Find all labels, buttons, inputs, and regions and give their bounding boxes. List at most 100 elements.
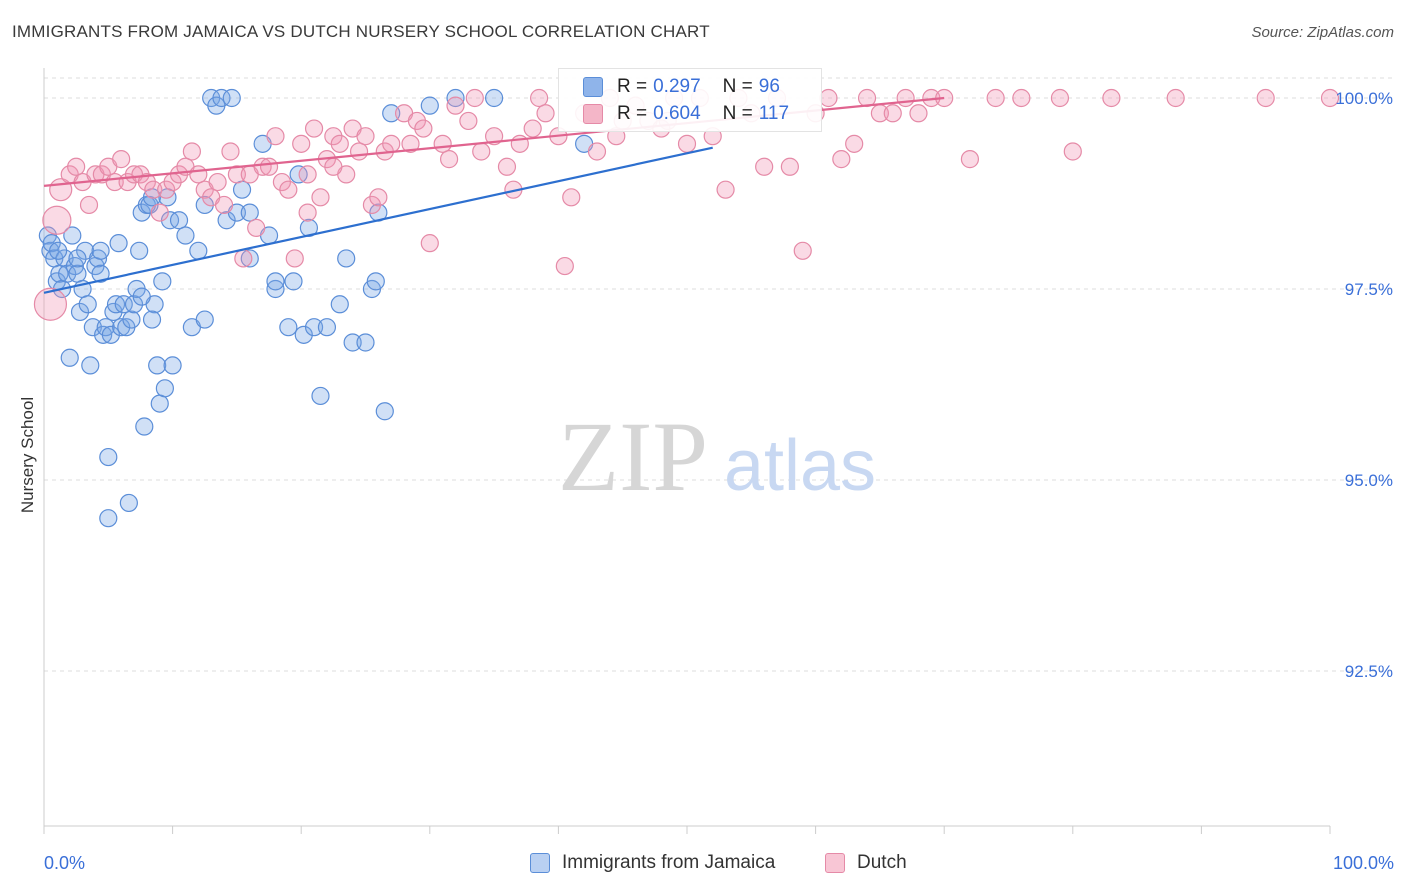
- jamaica-point: [176, 226, 195, 245]
- dutch-point: [362, 195, 382, 215]
- dutch-point: [150, 203, 169, 222]
- jamaica-point: [83, 318, 102, 337]
- dutch-point: [459, 111, 478, 131]
- dutch-point: [819, 88, 838, 108]
- stats-legend: R = 0.297 N = 96 R = 0.604 N = 117: [558, 68, 822, 132]
- dutch-point: [137, 172, 156, 192]
- jamaica-point: [304, 318, 324, 337]
- x-tick-label-start: 0.0%: [44, 853, 85, 873]
- dutch-point: [1012, 88, 1031, 108]
- jamaica-point: [99, 447, 118, 467]
- legend-label: Immigrants from Jamaica: [562, 852, 776, 873]
- watermark-zip: ZIP: [558, 401, 708, 512]
- dutch-point: [189, 165, 208, 184]
- n-label: N =: [722, 103, 753, 124]
- jamaica-point: [212, 88, 231, 108]
- r-label: R =: [617, 103, 648, 124]
- jamaica-point: [232, 180, 252, 199]
- dutch-point: [523, 119, 542, 138]
- jamaica-point: [266, 272, 285, 291]
- n-label: N =: [722, 76, 753, 97]
- dutch-point: [144, 180, 163, 199]
- jamaica-point: [266, 279, 285, 299]
- dutch-point: [330, 134, 349, 153]
- dutch-point: [401, 134, 420, 153]
- jamaica-point: [70, 302, 90, 322]
- legend-label: Dutch: [857, 852, 907, 873]
- jamaica-point: [122, 310, 141, 329]
- jamaica-point: [101, 325, 120, 344]
- jamaica-point: [148, 356, 167, 375]
- dutch-point: [324, 157, 343, 176]
- jamaica-point: [294, 325, 313, 344]
- stats-row-jamaica: R = 0.297 N = 96: [583, 73, 780, 101]
- stats-row-dutch: R = 0.604 N = 117: [583, 100, 789, 128]
- jamaica-point: [68, 249, 87, 268]
- jamaica-point: [58, 264, 77, 283]
- dutch-point: [896, 88, 915, 108]
- x-tick-label-end: 100.0%: [1333, 853, 1394, 873]
- dutch-point: [33, 287, 68, 321]
- legend-item-jamaica[interactable]: Immigrants from Jamaica: [530, 852, 775, 874]
- dutch-point: [677, 134, 697, 153]
- dutch-point: [221, 142, 240, 161]
- axes: [43, 68, 1331, 834]
- chart-title: IMMIGRANTS FROM JAMAICA VS DUTCH NURSERY…: [12, 22, 710, 41]
- dutch-point: [909, 104, 928, 123]
- dutch-point: [1166, 88, 1185, 108]
- jamaica-point: [446, 88, 465, 108]
- dutch-point: [755, 157, 774, 176]
- jamaica-point: [311, 386, 330, 406]
- dutch-point: [407, 111, 427, 131]
- dutch-point: [883, 104, 902, 123]
- dutch-point: [780, 157, 799, 176]
- jamaica-point: [485, 88, 504, 108]
- jamaica-point: [150, 394, 169, 413]
- jamaica-point: [112, 318, 131, 337]
- watermark: ZIP atlas: [558, 401, 876, 512]
- y-tick-label: 97.5%: [1345, 280, 1393, 299]
- dutch-point: [587, 142, 607, 161]
- jamaica-point: [91, 264, 110, 283]
- dutch-point: [259, 157, 279, 176]
- dutch-point: [304, 119, 324, 138]
- dutch-point: [234, 249, 253, 268]
- jamaica-point: [60, 348, 79, 367]
- y-tick-label: 92.5%: [1345, 662, 1393, 681]
- dutch-point: [555, 256, 574, 276]
- dutch-point: [986, 88, 1005, 108]
- jamaica-point: [91, 241, 110, 260]
- jamaica-point: [366, 272, 385, 291]
- jamaica-legend-swatch: [530, 853, 550, 873]
- jamaica-point: [337, 249, 356, 268]
- dutch-point: [832, 150, 851, 169]
- dutch-point: [1320, 88, 1340, 108]
- dutch-point: [446, 96, 465, 115]
- jamaica-point: [109, 234, 128, 253]
- dutch-legend-swatch: [825, 853, 845, 873]
- dutch-point: [298, 165, 317, 184]
- n-value: 96: [758, 76, 780, 97]
- jamaica-point: [68, 264, 87, 283]
- dutch-point: [439, 150, 459, 169]
- r-value: 0.297: [653, 76, 701, 97]
- dutch-point: [530, 88, 549, 108]
- dutch-point: [182, 142, 201, 161]
- y-tick-label: 95.0%: [1345, 471, 1393, 490]
- dutch-point: [272, 172, 292, 192]
- series-legend: Immigrants from Jamaica Dutch: [0, 852, 1406, 878]
- jamaica-point: [222, 88, 241, 108]
- dutch-point: [465, 88, 484, 108]
- dutch-point: [79, 195, 99, 215]
- jamaica-point: [330, 295, 349, 314]
- dutch-point: [536, 104, 555, 123]
- legend-item-dutch[interactable]: Dutch: [825, 852, 907, 874]
- dutch-point: [369, 188, 388, 207]
- jamaica-point: [240, 249, 259, 268]
- jamaica-point: [375, 402, 394, 421]
- dutch-point: [1256, 88, 1275, 108]
- dutch-point: [42, 205, 72, 235]
- jamaica-point: [217, 211, 236, 230]
- jamaica-point: [279, 318, 298, 337]
